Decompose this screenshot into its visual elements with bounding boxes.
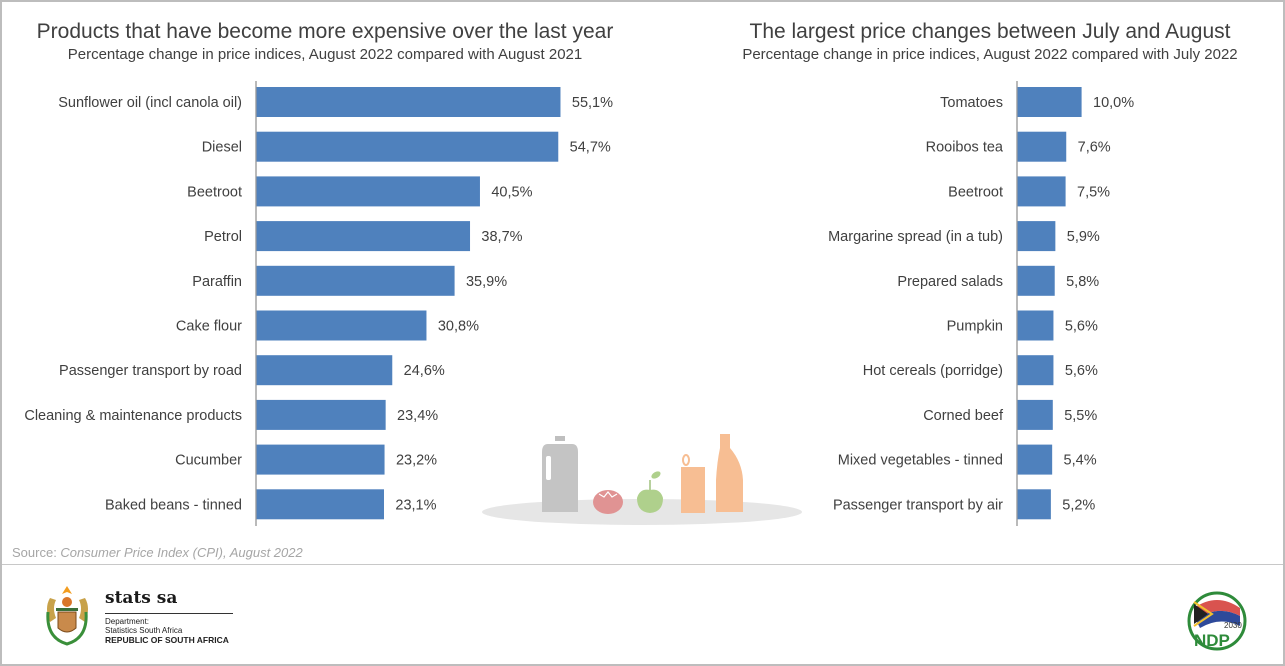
data-label: 23,1% xyxy=(395,497,436,513)
right-bar-chart: Tomatoes 10,0% Rooibos tea 7,6% Beetroot 7,5%… xyxy=(828,81,1134,526)
data-label: 23,2% xyxy=(396,453,437,469)
data-label: 40,5% xyxy=(491,184,532,200)
category-label: Sunflower oil (incl canola oil) xyxy=(58,95,242,111)
bar xyxy=(256,265,455,296)
bar xyxy=(1017,399,1053,430)
data-label: 5,8% xyxy=(1066,274,1099,290)
bar xyxy=(256,176,480,207)
left-chart-subtitle: Percentage change in price indices, Augu… xyxy=(67,46,583,63)
category-label: Cucumber xyxy=(175,453,242,469)
bar xyxy=(256,131,559,162)
category-label: Mixed vegetables - tinned xyxy=(838,453,1003,469)
category-label: Pumpkin xyxy=(947,319,1003,335)
stats-sa-name: stats sa xyxy=(105,588,178,608)
bar xyxy=(1017,265,1055,296)
data-label: 10,0% xyxy=(1093,95,1134,111)
logo-rule xyxy=(105,613,233,614)
bar xyxy=(1017,310,1054,341)
grocery-illustration xyxy=(482,434,802,525)
tin-can-icon xyxy=(681,454,705,513)
bar xyxy=(256,355,393,386)
bar xyxy=(1017,444,1053,475)
bar xyxy=(1017,87,1082,117)
data-label: 5,6% xyxy=(1065,319,1098,335)
data-label: 24,6% xyxy=(404,363,445,379)
milk-jug-icon xyxy=(542,436,578,512)
bar xyxy=(1017,489,1051,520)
category-label: Hot cereals (porridge) xyxy=(863,363,1003,379)
bar xyxy=(256,399,386,430)
category-label: Corned beef xyxy=(923,408,1004,424)
category-label: Passenger transport by road xyxy=(59,363,242,379)
source-prefix: Source: xyxy=(12,545,61,560)
category-label: Baked beans - tinned xyxy=(105,497,242,513)
footer-divider xyxy=(2,564,1283,565)
right-chart-title: The largest price changes between July a… xyxy=(749,20,1231,43)
data-label: 23,4% xyxy=(397,408,438,424)
bar xyxy=(256,221,471,252)
source-text: Consumer Price Index (CPI), August 2022 xyxy=(60,545,303,560)
category-label: Beetroot xyxy=(187,184,242,200)
dept-line-1: Department: xyxy=(105,617,150,626)
data-label: 5,4% xyxy=(1064,453,1097,469)
left-chart-title: Products that have become more expensive… xyxy=(36,20,614,43)
category-label: Prepared salads xyxy=(897,274,1003,290)
category-label: Rooibos tea xyxy=(926,140,1004,156)
bar xyxy=(256,444,385,475)
bar xyxy=(1017,131,1067,162)
bottle-icon xyxy=(716,434,743,512)
data-label: 30,8% xyxy=(438,319,479,335)
right-chart-subtitle: Percentage change in price indices, Augu… xyxy=(742,46,1238,63)
bar xyxy=(256,310,427,341)
dept-line-2: Statistics South Africa xyxy=(105,626,183,635)
data-label: 7,6% xyxy=(1078,140,1111,156)
ndp-year: 2030 xyxy=(1224,621,1242,630)
data-label: 5,6% xyxy=(1065,363,1098,379)
bar xyxy=(1017,355,1054,386)
bar xyxy=(1017,176,1066,207)
category-label: Margarine spread (in a tub) xyxy=(828,229,1003,245)
tomato-icon xyxy=(593,490,623,514)
bar xyxy=(256,489,384,520)
data-label: 35,9% xyxy=(466,274,507,290)
dept-line-3: REPUBLIC OF SOUTH AFRICA xyxy=(105,635,229,645)
category-label: Cleaning & maintenance products xyxy=(24,408,242,424)
category-label: Tomatoes xyxy=(940,95,1003,111)
data-label: 38,7% xyxy=(481,229,522,245)
bar xyxy=(256,87,561,117)
stats-sa-logo: stats sa Department: Statistics South Af… xyxy=(38,580,248,650)
category-label: Petrol xyxy=(204,229,242,245)
apple-icon xyxy=(637,471,663,513)
ndp-2030-logo-icon: 2030 NDP xyxy=(1187,591,1247,651)
data-label: 5,2% xyxy=(1062,497,1095,513)
data-label: 5,9% xyxy=(1067,229,1100,245)
category-label: Beetroot xyxy=(948,184,1003,200)
category-label: Diesel xyxy=(202,140,242,156)
data-label: 7,5% xyxy=(1077,184,1110,200)
data-label: 5,5% xyxy=(1064,408,1097,424)
category-label: Paraffin xyxy=(192,274,242,290)
bar xyxy=(1017,221,1056,252)
category-label: Cake flour xyxy=(176,319,242,335)
ndp-label: NDP xyxy=(1194,631,1230,650)
data-label: 55,1% xyxy=(572,95,613,111)
left-bar-chart: Sunflower oil (incl canola oil) 55,1% Dies… xyxy=(24,81,613,526)
data-label: 54,7% xyxy=(570,140,611,156)
source-note: Source: Consumer Price Index (CPI), Augu… xyxy=(12,545,303,560)
category-label: Passenger transport by air xyxy=(833,497,1003,513)
coat-of-arms-icon xyxy=(46,586,88,646)
